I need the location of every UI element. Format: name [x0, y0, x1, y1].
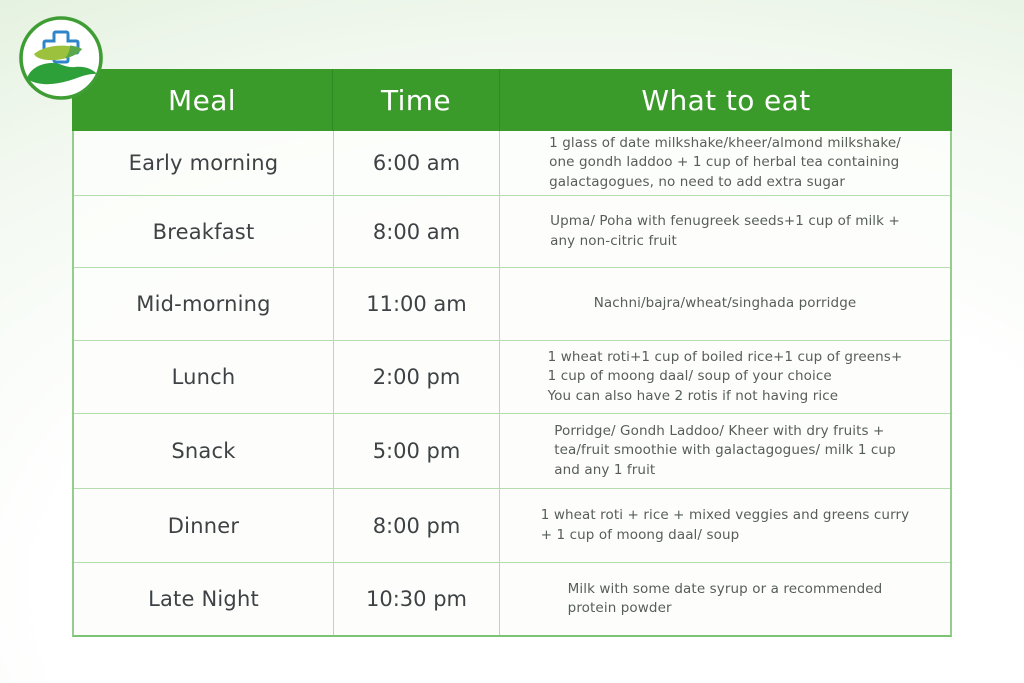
food-cell: 1 wheat roti+1 cup of boiled rice+1 cup …	[500, 341, 950, 413]
meal-cell: Mid-morning	[74, 268, 334, 340]
food-description: Upma/ Poha with fenugreek seeds+1 cup of…	[550, 213, 900, 249]
table-row-late-night: Late Night 10:30 pm Milk with some date …	[74, 562, 950, 635]
table-row-lunch: Lunch 2:00 pm 1 wheat roti+1 cup of boil…	[74, 340, 950, 413]
column-header-what-to-eat: What to eat	[641, 83, 811, 117]
food-description: Porridge/ Gondh Laddoo/ Kheer with dry f…	[554, 423, 896, 478]
clinic-logo	[18, 15, 104, 101]
time-cell: 5:00 pm	[334, 414, 500, 488]
meal-plan-table: Meal Time What to eat Early morning 6:00…	[72, 69, 952, 637]
food-description: 1 glass of date milkshake/kheer/almond m…	[549, 135, 901, 190]
column-header-time: Time	[332, 69, 500, 131]
time-cell: 10:30 pm	[334, 563, 500, 635]
food-description: 1 wheat roti+1 cup of boiled rice+1 cup …	[547, 349, 903, 404]
table-row-snack: Snack 5:00 pm Porridge/ Gondh Laddoo/ Kh…	[74, 413, 950, 488]
meal-cell: Snack	[74, 414, 334, 488]
time-cell: 8:00 pm	[334, 489, 500, 562]
meal-cell: Dinner	[74, 489, 334, 562]
meal-cell: Breakfast	[74, 196, 334, 267]
table-row-breakfast: Breakfast 8:00 am Upma/ Poha with fenugr…	[74, 195, 950, 267]
food-description: Milk with some date syrup or a recommend…	[567, 580, 883, 616]
food-description: 1 wheat roti + rice + mixed veggies and …	[540, 507, 910, 543]
time-cell: 11:00 am	[334, 268, 500, 340]
table-header-row: Meal Time What to eat	[72, 69, 952, 131]
food-description: Nachni/bajra/wheat/singhada porridge	[593, 295, 857, 312]
meal-cell: Late Night	[74, 563, 334, 635]
food-cell: Porridge/ Gondh Laddoo/ Kheer with dry f…	[500, 414, 950, 488]
table-row-early-morning: Early morning 6:00 am 1 glass of date mi…	[74, 131, 950, 195]
time-cell: 2:00 pm	[334, 341, 500, 413]
time-cell: 8:00 am	[334, 196, 500, 267]
meal-cell: Lunch	[74, 341, 334, 413]
food-cell: Upma/ Poha with fenugreek seeds+1 cup of…	[500, 196, 950, 267]
time-cell: 6:00 am	[334, 131, 500, 195]
table-row-dinner: Dinner 8:00 pm 1 wheat roti + rice + mix…	[74, 488, 950, 562]
table-body: Early morning 6:00 am 1 glass of date mi…	[72, 131, 952, 637]
food-cell: Milk with some date syrup or a recommend…	[500, 563, 950, 635]
food-cell: Nachni/bajra/wheat/singhada porridge	[500, 268, 950, 340]
food-cell: 1 wheat roti + rice + mixed veggies and …	[500, 489, 950, 562]
meal-cell: Early morning	[74, 131, 334, 195]
food-cell: 1 glass of date milkshake/kheer/almond m…	[500, 131, 950, 195]
hand-and-medical-cross-icon	[19, 16, 103, 100]
column-header-meal: Meal	[168, 83, 236, 117]
table-row-mid-morning: Mid-morning 11:00 am Nachni/bajra/wheat/…	[74, 267, 950, 340]
